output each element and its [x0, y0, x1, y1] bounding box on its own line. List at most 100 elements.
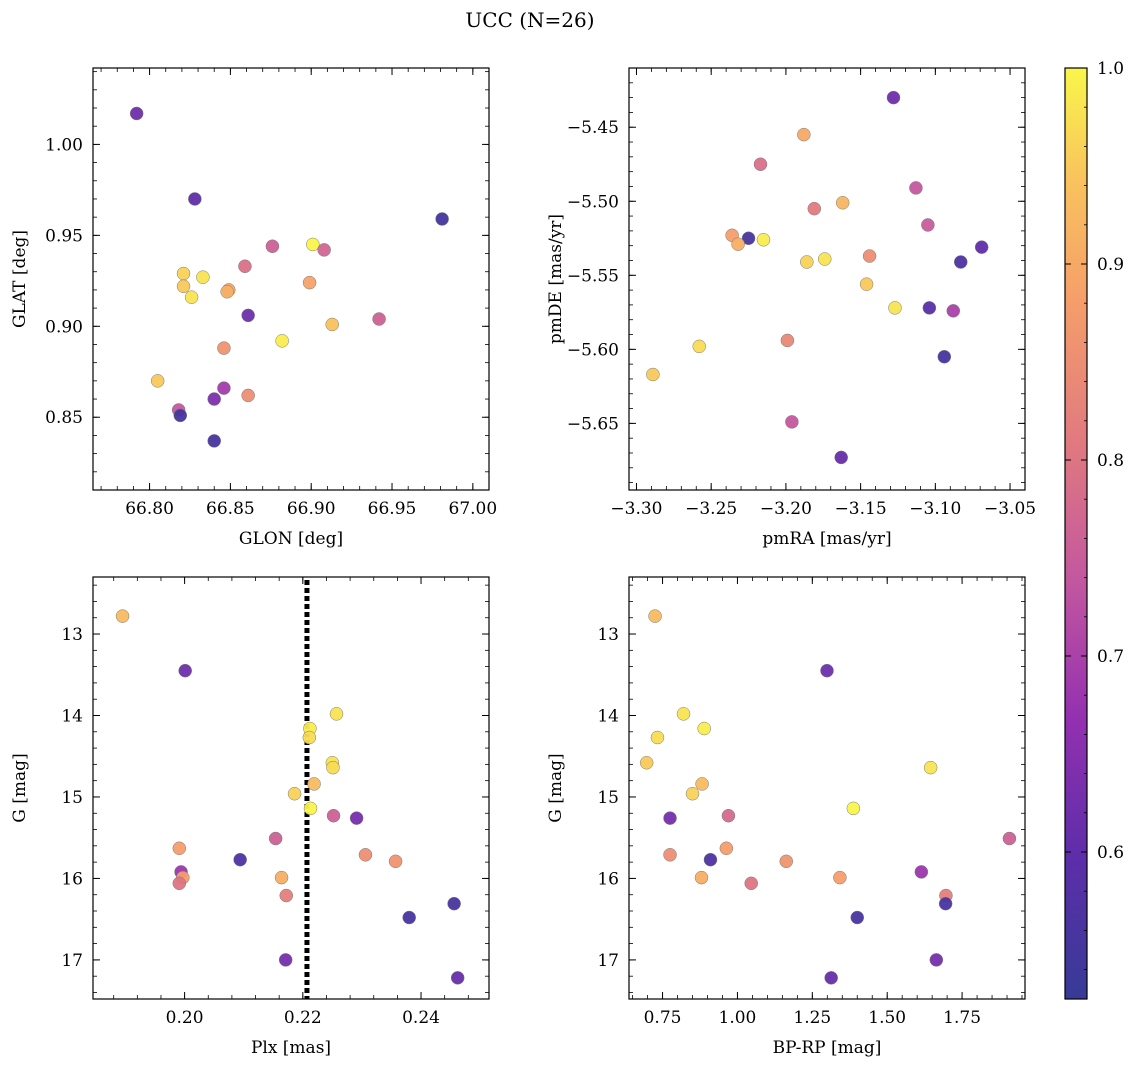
panel-plx-g: 0.20 0.22 0.24 13 14 15 16 17 Plx [mas] G [mag] [10, 576, 490, 1058]
x-tick-label: 0.22 [284, 1008, 322, 1028]
scatter-point [807, 201, 822, 216]
colorbar-tick-label: 0.6 [1097, 843, 1124, 863]
x-tick-label: 66.90 [287, 499, 336, 519]
scatter-point [329, 707, 344, 721]
colorbar: 0.6 0.7 0.8 0.9 1.0 [1064, 59, 1124, 1000]
scatter-point [184, 290, 199, 304]
scatter-point [921, 218, 935, 232]
scatter-point [744, 876, 758, 891]
y-axis-label: G [mag] [546, 753, 566, 822]
scatter-point [663, 811, 677, 825]
scatter-point [372, 312, 386, 326]
scatter-point [741, 231, 756, 246]
scatter-point [150, 374, 165, 388]
x-tick-label: −3.25 [685, 499, 737, 519]
scatter-point [646, 367, 660, 382]
x-tick-label: 1.25 [793, 1008, 831, 1028]
scatter-point [287, 786, 302, 801]
y-tick-label: 15 [597, 788, 619, 808]
panel-pmra-pmde: −3.30 −3.25 −3.20 −3.15 −3.10 −3.05 −5.45 −5.50… [546, 67, 1036, 549]
x-tick-label: −3.15 [835, 499, 887, 519]
scatter-point [692, 339, 706, 354]
y-axis-label: G [mag] [10, 753, 30, 822]
scatter-point [824, 971, 838, 985]
scatter-point [685, 786, 700, 801]
y-tick-label: 1.00 [45, 135, 83, 155]
colorbar-tick-label: 0.7 [1097, 647, 1124, 667]
scatter-point [326, 808, 341, 823]
y-tick-label: 16 [597, 869, 619, 889]
plot-frame [628, 576, 1026, 1000]
scatter-point [220, 284, 234, 299]
scatter-point [648, 609, 662, 623]
scatter-point [129, 106, 144, 121]
scatter-point [1002, 831, 1017, 846]
scatter-point [974, 240, 989, 254]
scatter-point [176, 266, 191, 281]
y-tick-label: 17 [597, 951, 619, 971]
scatter-point [188, 192, 202, 206]
x-tick-label: 66.95 [368, 499, 417, 519]
x-tick-label: 1.75 [943, 1008, 981, 1028]
x-tick-label: 0.75 [644, 1008, 682, 1028]
scatter-point [779, 854, 794, 869]
scatter-point [173, 408, 188, 423]
y-tick-label: 17 [61, 951, 83, 971]
scatter-point [797, 127, 811, 142]
y-tick-label: 16 [61, 869, 83, 889]
scatter-point [650, 730, 665, 745]
scatter-point [800, 255, 814, 269]
scatter-point [274, 870, 289, 885]
x-axis-label: pmRA [mas/yr] [762, 529, 891, 549]
scatter-point [914, 865, 929, 879]
scatter-point [303, 801, 318, 816]
scatter-point [694, 870, 709, 885]
y-tick-label: −5.50 [567, 192, 619, 212]
scatter-point [833, 870, 847, 885]
scatter-point [450, 971, 465, 985]
scatter-point [756, 233, 771, 247]
scatter-point [278, 953, 293, 967]
y-tick-label: −5.60 [567, 340, 619, 360]
scatter-point [731, 237, 745, 251]
scatter-point [888, 301, 902, 315]
y-tick-label: 0.85 [45, 408, 83, 428]
panel-bprp-g: 0.75 1.00 1.25 1.50 1.75 13 14 15 16 17 BP-RP [mag… [546, 576, 1026, 1058]
scatter-point [196, 270, 210, 284]
scatter-point [358, 848, 373, 862]
panel-glon-glat: 66.80 66.85 66.90 66.95 67.00 0.85 0.90 0.95 1.0… [10, 67, 498, 549]
scatter-point [937, 349, 952, 364]
x-tick-label: −3.10 [909, 499, 961, 519]
scatter-point [349, 811, 364, 825]
scatter-point [818, 252, 832, 266]
scatter-point [326, 760, 340, 775]
scatter-point [233, 852, 247, 867]
y-tick-label: 14 [597, 706, 619, 726]
y-tick-label: 14 [61, 706, 83, 726]
plot-frame [92, 576, 490, 1000]
scatter-point [241, 388, 255, 403]
y-tick-label: 13 [61, 625, 83, 645]
colorbar-ticks: 0.6 0.7 0.8 0.9 1.0 [1065, 59, 1124, 970]
scatter-point [207, 392, 221, 406]
scatter-point [834, 450, 848, 465]
scatter-point [695, 777, 709, 791]
scatter-point [820, 663, 834, 678]
x-tick-label: 1.00 [719, 1008, 757, 1028]
scatter-point [946, 304, 961, 318]
y-tick-label: 0.95 [45, 226, 83, 246]
x-axis-label: GLON [deg] [239, 529, 343, 549]
scatter-point [217, 381, 231, 395]
scatter-point [703, 852, 718, 867]
scatter-point [388, 854, 403, 869]
scatter-point [923, 760, 938, 775]
x-tick-label: 67.00 [449, 499, 498, 519]
scatter-point [176, 279, 191, 294]
scatter-point [238, 259, 252, 274]
scatter-point [275, 334, 289, 348]
y-tick-label: 15 [61, 788, 83, 808]
scatter-point [676, 707, 691, 721]
colorbar-gradient [1064, 67, 1088, 1000]
y-tick-label: 13 [597, 625, 619, 645]
